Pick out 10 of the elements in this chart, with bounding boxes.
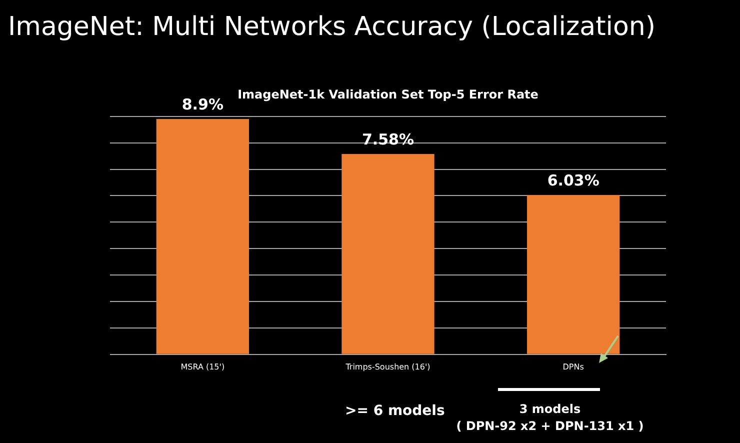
x-tick-label: MSRA (15') — [180, 362, 225, 372]
text: >= 6 models — [345, 403, 445, 419]
chart-title: ImageNet: Multi Networks Accuracy (Localization) — [8, 12, 656, 42]
x-tick-label: Trimps-Soushen (16') — [344, 362, 430, 372]
text: 3 models — [518, 402, 582, 416]
data-label: 6.03% — [547, 171, 600, 190]
data-label: 8.9% — [182, 95, 224, 114]
x-tick-label: DPNs — [562, 362, 584, 372]
chart-subtitle: ImageNet-1k Validation Set Top-5 Error Rate — [238, 87, 538, 102]
text: ( DPN-92 x2 + DPN-131 x1 ) — [455, 419, 645, 433]
